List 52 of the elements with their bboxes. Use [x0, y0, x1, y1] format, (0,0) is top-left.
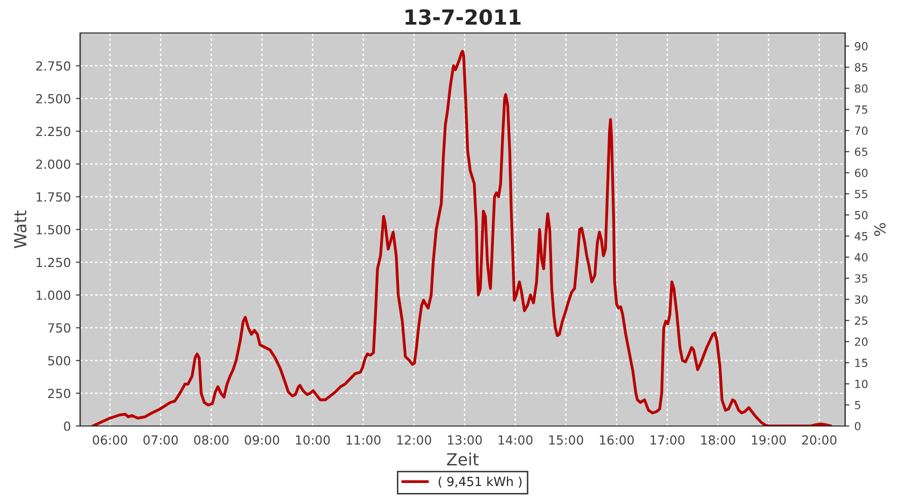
x-tick-label: 12:00	[397, 435, 432, 445]
y2-tick-label: 60	[854, 168, 868, 178]
x-tick-label: 17:00	[650, 435, 684, 445]
x-tick-label: 06:00	[92, 435, 128, 445]
y-tick-label: 1.000	[36, 290, 70, 300]
x-tick-label: 15:00	[549, 435, 584, 445]
y-tick-label: 2.250	[36, 126, 70, 136]
y2-tick-label: 40	[854, 253, 868, 262]
y2-tick-label: 5	[854, 401, 860, 410]
x-tick-label: 10:00	[296, 435, 330, 445]
y2-tick-label: 15	[855, 358, 868, 368]
y2-tick-label: 80	[854, 84, 868, 93]
x-tick-label: 16:00	[600, 435, 634, 445]
y-axis-title: Watt	[14, 210, 26, 248]
y2-tick-label: 35	[854, 274, 868, 283]
y2-tick-label: 85	[854, 63, 868, 72]
y-tick-label: 500	[48, 356, 70, 366]
y2-tick-label: 0	[854, 422, 860, 430]
y2-tick-label: 10	[855, 380, 868, 388]
x-tick-label: 09:00	[244, 435, 280, 445]
y2-tick-label: 65	[854, 148, 868, 156]
x-axis-title: Zeit	[446, 452, 479, 466]
y2-tick-label: 45	[854, 232, 868, 240]
x-tick-label: 20:00	[802, 435, 836, 445]
x-tick-label: 07:00	[143, 435, 178, 445]
y2-tick-label: 75	[855, 106, 868, 114]
legend-label: ( 9,451 kWh )	[438, 476, 522, 488]
x-tick-label: 13:00	[448, 435, 482, 445]
x-tick-label: 19:00	[752, 435, 786, 445]
y-tick-label: 0	[64, 421, 70, 431]
y-tick-label: 1.750	[36, 192, 70, 202]
y-tick-label: 250	[48, 388, 70, 398]
y2-tick-label: 55	[854, 190, 868, 198]
line-series	[91, 50, 832, 426]
y-tick-label: 1.500	[36, 224, 70, 234]
chart-title: 13-7-2011	[406, 9, 521, 25]
x-tick-label: 08:00	[194, 435, 228, 445]
y-tick-label: 750	[48, 323, 70, 333]
y2-tick-label: 20	[854, 338, 868, 346]
y-tick-label: 2.000	[36, 159, 70, 169]
y2-tick-label: 70	[855, 126, 868, 135]
y-tick-label: 1.250	[36, 258, 70, 268]
y2-tick-label: 90	[854, 42, 868, 50]
y-tick-label: 2.750	[36, 61, 70, 71]
y2-tick-label: 50	[854, 210, 868, 220]
x-tick-label: 14:00	[498, 435, 532, 445]
y2-tick-label: 30	[854, 295, 868, 304]
y2-axis-title: %	[874, 223, 886, 236]
y-tick-label: 2.500	[36, 94, 70, 104]
x-tick-label: 18:00	[701, 435, 736, 445]
y2-tick-label: 25	[854, 316, 868, 325]
x-tick-label: 11:00	[346, 435, 380, 445]
